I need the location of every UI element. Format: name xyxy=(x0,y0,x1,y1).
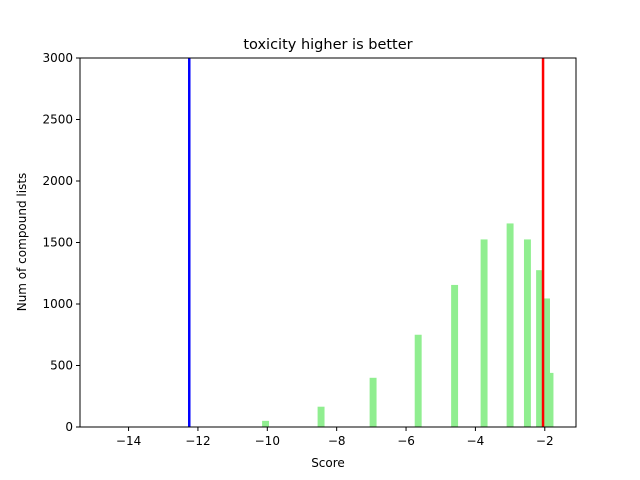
x-tick-label: −4 xyxy=(467,434,485,448)
y-tick-label: 3000 xyxy=(42,51,73,65)
plot-frame xyxy=(79,57,577,428)
y-tick-label: 0 xyxy=(65,420,73,434)
bar-5 xyxy=(480,239,488,427)
y-axis-ticks: 0 500 1000 1500 2000 2500 3000 xyxy=(42,51,80,434)
bar-8 xyxy=(536,270,544,427)
bar-1 xyxy=(317,406,325,427)
reference-lines xyxy=(188,58,545,427)
y-tick-label: 2000 xyxy=(42,174,73,188)
bar-6 xyxy=(506,223,514,427)
x-tick-label: −2 xyxy=(536,434,554,448)
bar-7 xyxy=(523,239,531,427)
x-axis-ticks: −14 −12 −10 −8 −6 −4 −2 xyxy=(116,427,554,448)
bar-10 xyxy=(546,372,554,427)
bar-0 xyxy=(262,420,270,427)
x-tick-label: −6 xyxy=(397,434,415,448)
bar-9 xyxy=(543,298,550,427)
chart-title: toxicity higher is better xyxy=(243,37,412,53)
bar-3 xyxy=(414,334,422,427)
bar-2 xyxy=(369,377,377,427)
y-tick-label: 1000 xyxy=(42,297,73,311)
y-tick-label: 1500 xyxy=(42,236,73,250)
bars-group xyxy=(262,223,554,427)
y-tick-label: 2500 xyxy=(42,113,73,127)
bar-4 xyxy=(451,284,459,427)
x-tick-label: −12 xyxy=(185,434,210,448)
y-tick-label: 500 xyxy=(50,359,73,373)
x-axis-label: Score xyxy=(311,456,345,470)
x-tick-label: −8 xyxy=(328,434,346,448)
x-tick-label: −14 xyxy=(116,434,141,448)
x-tick-label: −10 xyxy=(255,434,280,448)
y-axis-label: Num of compound lists xyxy=(15,173,29,312)
